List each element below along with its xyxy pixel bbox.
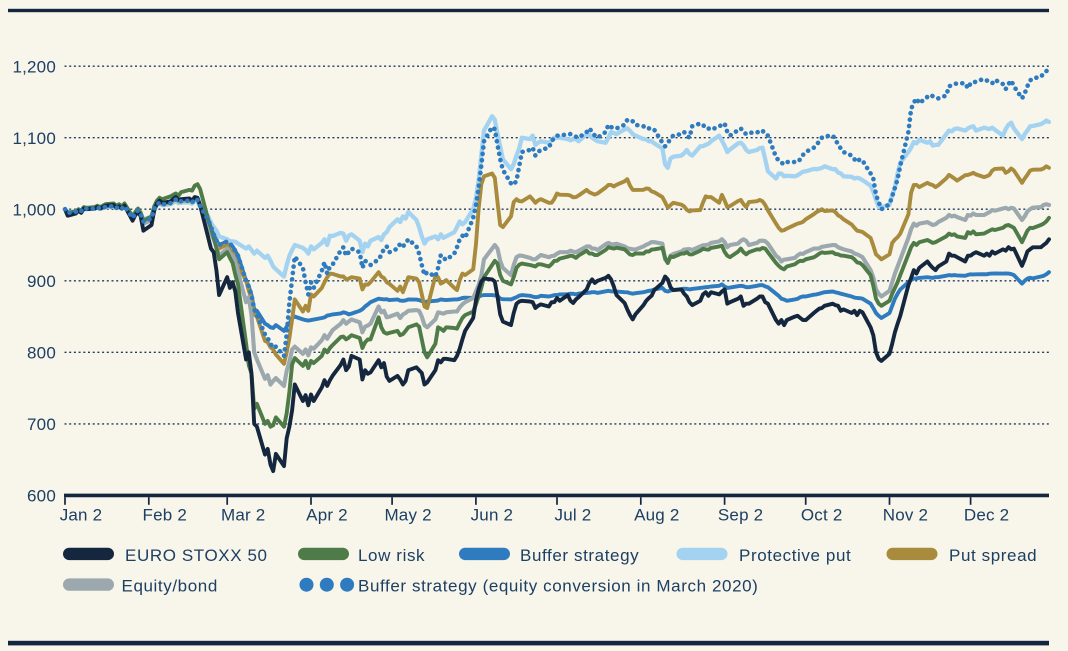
svg-text:Buffer strategy: Buffer strategy <box>520 546 639 565</box>
svg-text:Low risk: Low risk <box>358 546 425 565</box>
svg-text:Dec 2: Dec 2 <box>964 506 1009 525</box>
svg-text:Put spread: Put spread <box>949 546 1037 565</box>
svg-text:Jul 2: Jul 2 <box>555 506 592 525</box>
svg-text:Jan 2: Jan 2 <box>60 506 103 525</box>
svg-text:1,000: 1,000 <box>12 200 56 219</box>
svg-text:Protective put: Protective put <box>739 546 851 565</box>
svg-text:Equity/bond: Equity/bond <box>122 577 218 596</box>
svg-text:700: 700 <box>27 415 56 434</box>
svg-text:Buffer strategy (equity conver: Buffer strategy (equity conversion in Ma… <box>358 577 758 596</box>
svg-text:Feb 2: Feb 2 <box>143 506 187 525</box>
svg-text:May 2: May 2 <box>384 506 431 525</box>
svg-text:Oct 2: Oct 2 <box>801 506 843 525</box>
svg-text:900: 900 <box>27 272 56 291</box>
svg-text:Apr 2: Apr 2 <box>306 506 348 525</box>
svg-text:1,100: 1,100 <box>12 129 56 148</box>
svg-text:1,200: 1,200 <box>12 57 56 76</box>
svg-text:Aug 2: Aug 2 <box>634 506 679 525</box>
svg-text:Nov 2: Nov 2 <box>883 506 928 525</box>
svg-text:Jun 2: Jun 2 <box>471 506 514 525</box>
svg-text:Mar 2: Mar 2 <box>221 506 265 525</box>
svg-text:EURO STOXX 50: EURO STOXX 50 <box>125 546 268 565</box>
svg-text:800: 800 <box>27 344 56 363</box>
svg-text:600: 600 <box>27 487 56 506</box>
svg-text:Sep 2: Sep 2 <box>718 506 763 525</box>
